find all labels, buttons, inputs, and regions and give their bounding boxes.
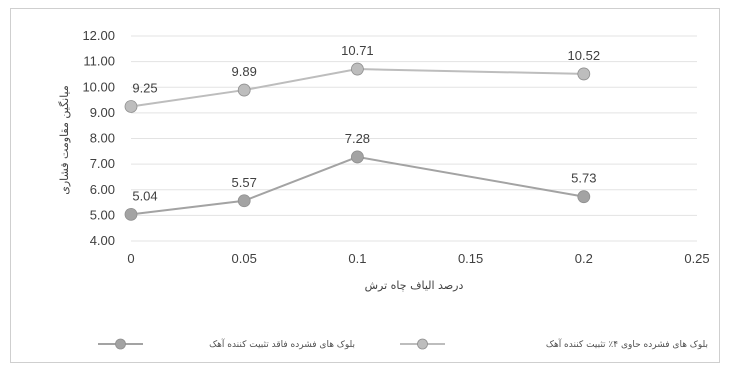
- y-tick-label: 12.00: [82, 28, 115, 43]
- x-axis-title: درصد الیاف چاه ترش: [365, 279, 464, 292]
- y-tick-label: 6.00: [90, 182, 115, 197]
- data-label: 10.52: [568, 48, 601, 63]
- grid-layer: [131, 35, 697, 242]
- series-2-point: [124, 207, 138, 221]
- y-tick-label: 9.00: [90, 105, 115, 120]
- data-label: 7.28: [345, 131, 370, 146]
- data-label: 5.04: [132, 188, 157, 203]
- x-tick-label: 0.05: [232, 251, 257, 266]
- y-tick-label: 5.00: [90, 207, 115, 222]
- series-2-point: [350, 150, 364, 164]
- y-axis-title: میانگین مقاومت فشاری: [58, 85, 71, 195]
- series-1-point: [124, 100, 138, 113]
- y-tick-label: 4.00: [90, 233, 115, 248]
- x-tick-label: 0.15: [458, 251, 483, 266]
- series-2-point: [577, 190, 591, 204]
- x-tick-label: 0.2: [575, 251, 593, 266]
- legend: بلوک های فشرده حاوی ۴٪ تثبیت کننده آهک بل…: [98, 338, 708, 350]
- x-tick-label: 0.1: [348, 251, 366, 266]
- tick-layer: 4.00 5.00 6.00 7.00 8.00 9.00 10.00 11.00 12.00 0…: [82, 28, 709, 266]
- y-tick-label: 11.00: [83, 54, 115, 69]
- legend-marker-1: [417, 338, 428, 350]
- y-tick-label: 7.00: [90, 156, 115, 171]
- legend-label-1: بلوک های فشرده حاوی ۴٪ تثبیت کننده آهک: [546, 338, 708, 350]
- data-label: 9.89: [232, 64, 257, 79]
- series-line-1: [130, 68, 584, 108]
- data-label: 9.25: [132, 80, 157, 95]
- data-label: 5.73: [571, 171, 596, 186]
- x-tick-label: 0.25: [684, 251, 709, 266]
- legend-marker-2: [115, 338, 126, 350]
- x-tick-label: 0: [127, 251, 134, 266]
- series-2-point: [237, 194, 251, 208]
- series-layer: 9.25 9.89 10.71 10.52 5.04 5.57 7.28 5.73: [124, 43, 601, 221]
- y-tick-label: 10.00: [82, 79, 115, 94]
- data-label: 10.71: [341, 43, 374, 58]
- legend-label-2: بلوک های فشرده فاقد تثبیت کننده آهک: [209, 338, 355, 350]
- series-1-point: [577, 67, 591, 81]
- data-label: 5.57: [232, 175, 257, 190]
- series-line-2: [130, 155, 584, 216]
- series-1-point: [237, 83, 251, 97]
- series-1-point: [350, 62, 364, 76]
- y-tick-label: 8.00: [90, 131, 115, 146]
- chart-frame: [10, 8, 720, 363]
